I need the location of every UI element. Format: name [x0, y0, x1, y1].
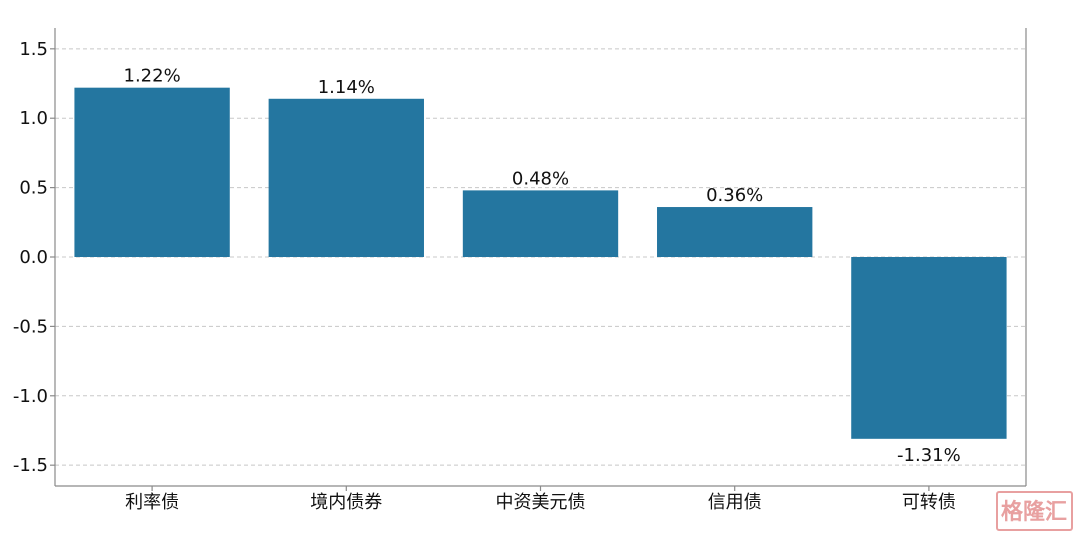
x-tick-label: 境内债券 — [310, 492, 382, 513]
x-tick-label: 利率债 — [125, 492, 179, 513]
bar-data-label: 0.48% — [512, 168, 569, 189]
bar-layer — [74, 87, 1007, 439]
x-tick-label: 信用债 — [708, 492, 762, 513]
watermark-text: 格隆汇 — [1001, 499, 1067, 525]
y-tick-label: -1.0 — [13, 386, 48, 407]
bar — [657, 207, 813, 257]
label-layer: 1.22% 1.14% 0.48% 0.36% -1.31% — [124, 66, 961, 466]
bar-data-label: 0.36% — [706, 185, 763, 206]
y-tick-label: 1.0 — [19, 108, 48, 129]
x-tick-label: 可转债 — [902, 492, 956, 513]
watermark-frame — [996, 491, 1073, 531]
bar-data-label: 1.14% — [318, 77, 375, 98]
bar — [268, 98, 424, 257]
y-tick-label: 0.5 — [19, 178, 48, 199]
x-tick-label: 中资美元债 — [496, 492, 586, 513]
bar — [462, 190, 619, 257]
y-tick-label: -1.5 — [13, 455, 48, 476]
bar — [74, 87, 230, 257]
bar-data-label: -1.31% — [897, 445, 961, 466]
y-tick-label: 1.5 — [19, 39, 48, 60]
axis-layer: -1.5 -1.0 -0.5 0.0 0.5 1.0 1.5 利率债 境内债券 中资美元债 信用债 可… — [13, 28, 1027, 513]
y-tick-label: 0.0 — [19, 247, 48, 268]
watermark: 格隆汇 — [996, 491, 1073, 531]
y-tick-label: -0.5 — [13, 316, 48, 337]
bar — [851, 257, 1007, 439]
bar-data-label: 1.22% — [124, 66, 181, 87]
